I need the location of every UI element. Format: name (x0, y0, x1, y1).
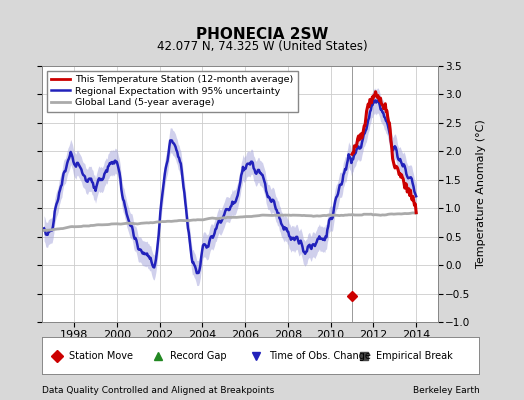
Text: Berkeley Earth: Berkeley Earth (413, 386, 479, 395)
Text: PHONECIA 2SW: PHONECIA 2SW (196, 27, 328, 42)
Text: Empirical Break: Empirical Break (376, 350, 453, 361)
Text: Data Quality Controlled and Aligned at Breakpoints: Data Quality Controlled and Aligned at B… (42, 386, 274, 395)
Text: Station Move: Station Move (70, 350, 134, 361)
Y-axis label: Temperature Anomaly (°C): Temperature Anomaly (°C) (476, 120, 486, 268)
Legend: This Temperature Station (12-month average), Regional Expectation with 95% uncer: This Temperature Station (12-month avera… (47, 71, 298, 112)
Text: 42.077 N, 74.325 W (United States): 42.077 N, 74.325 W (United States) (157, 40, 367, 53)
Text: Time of Obs. Change: Time of Obs. Change (269, 350, 370, 361)
Text: Record Gap: Record Gap (170, 350, 227, 361)
